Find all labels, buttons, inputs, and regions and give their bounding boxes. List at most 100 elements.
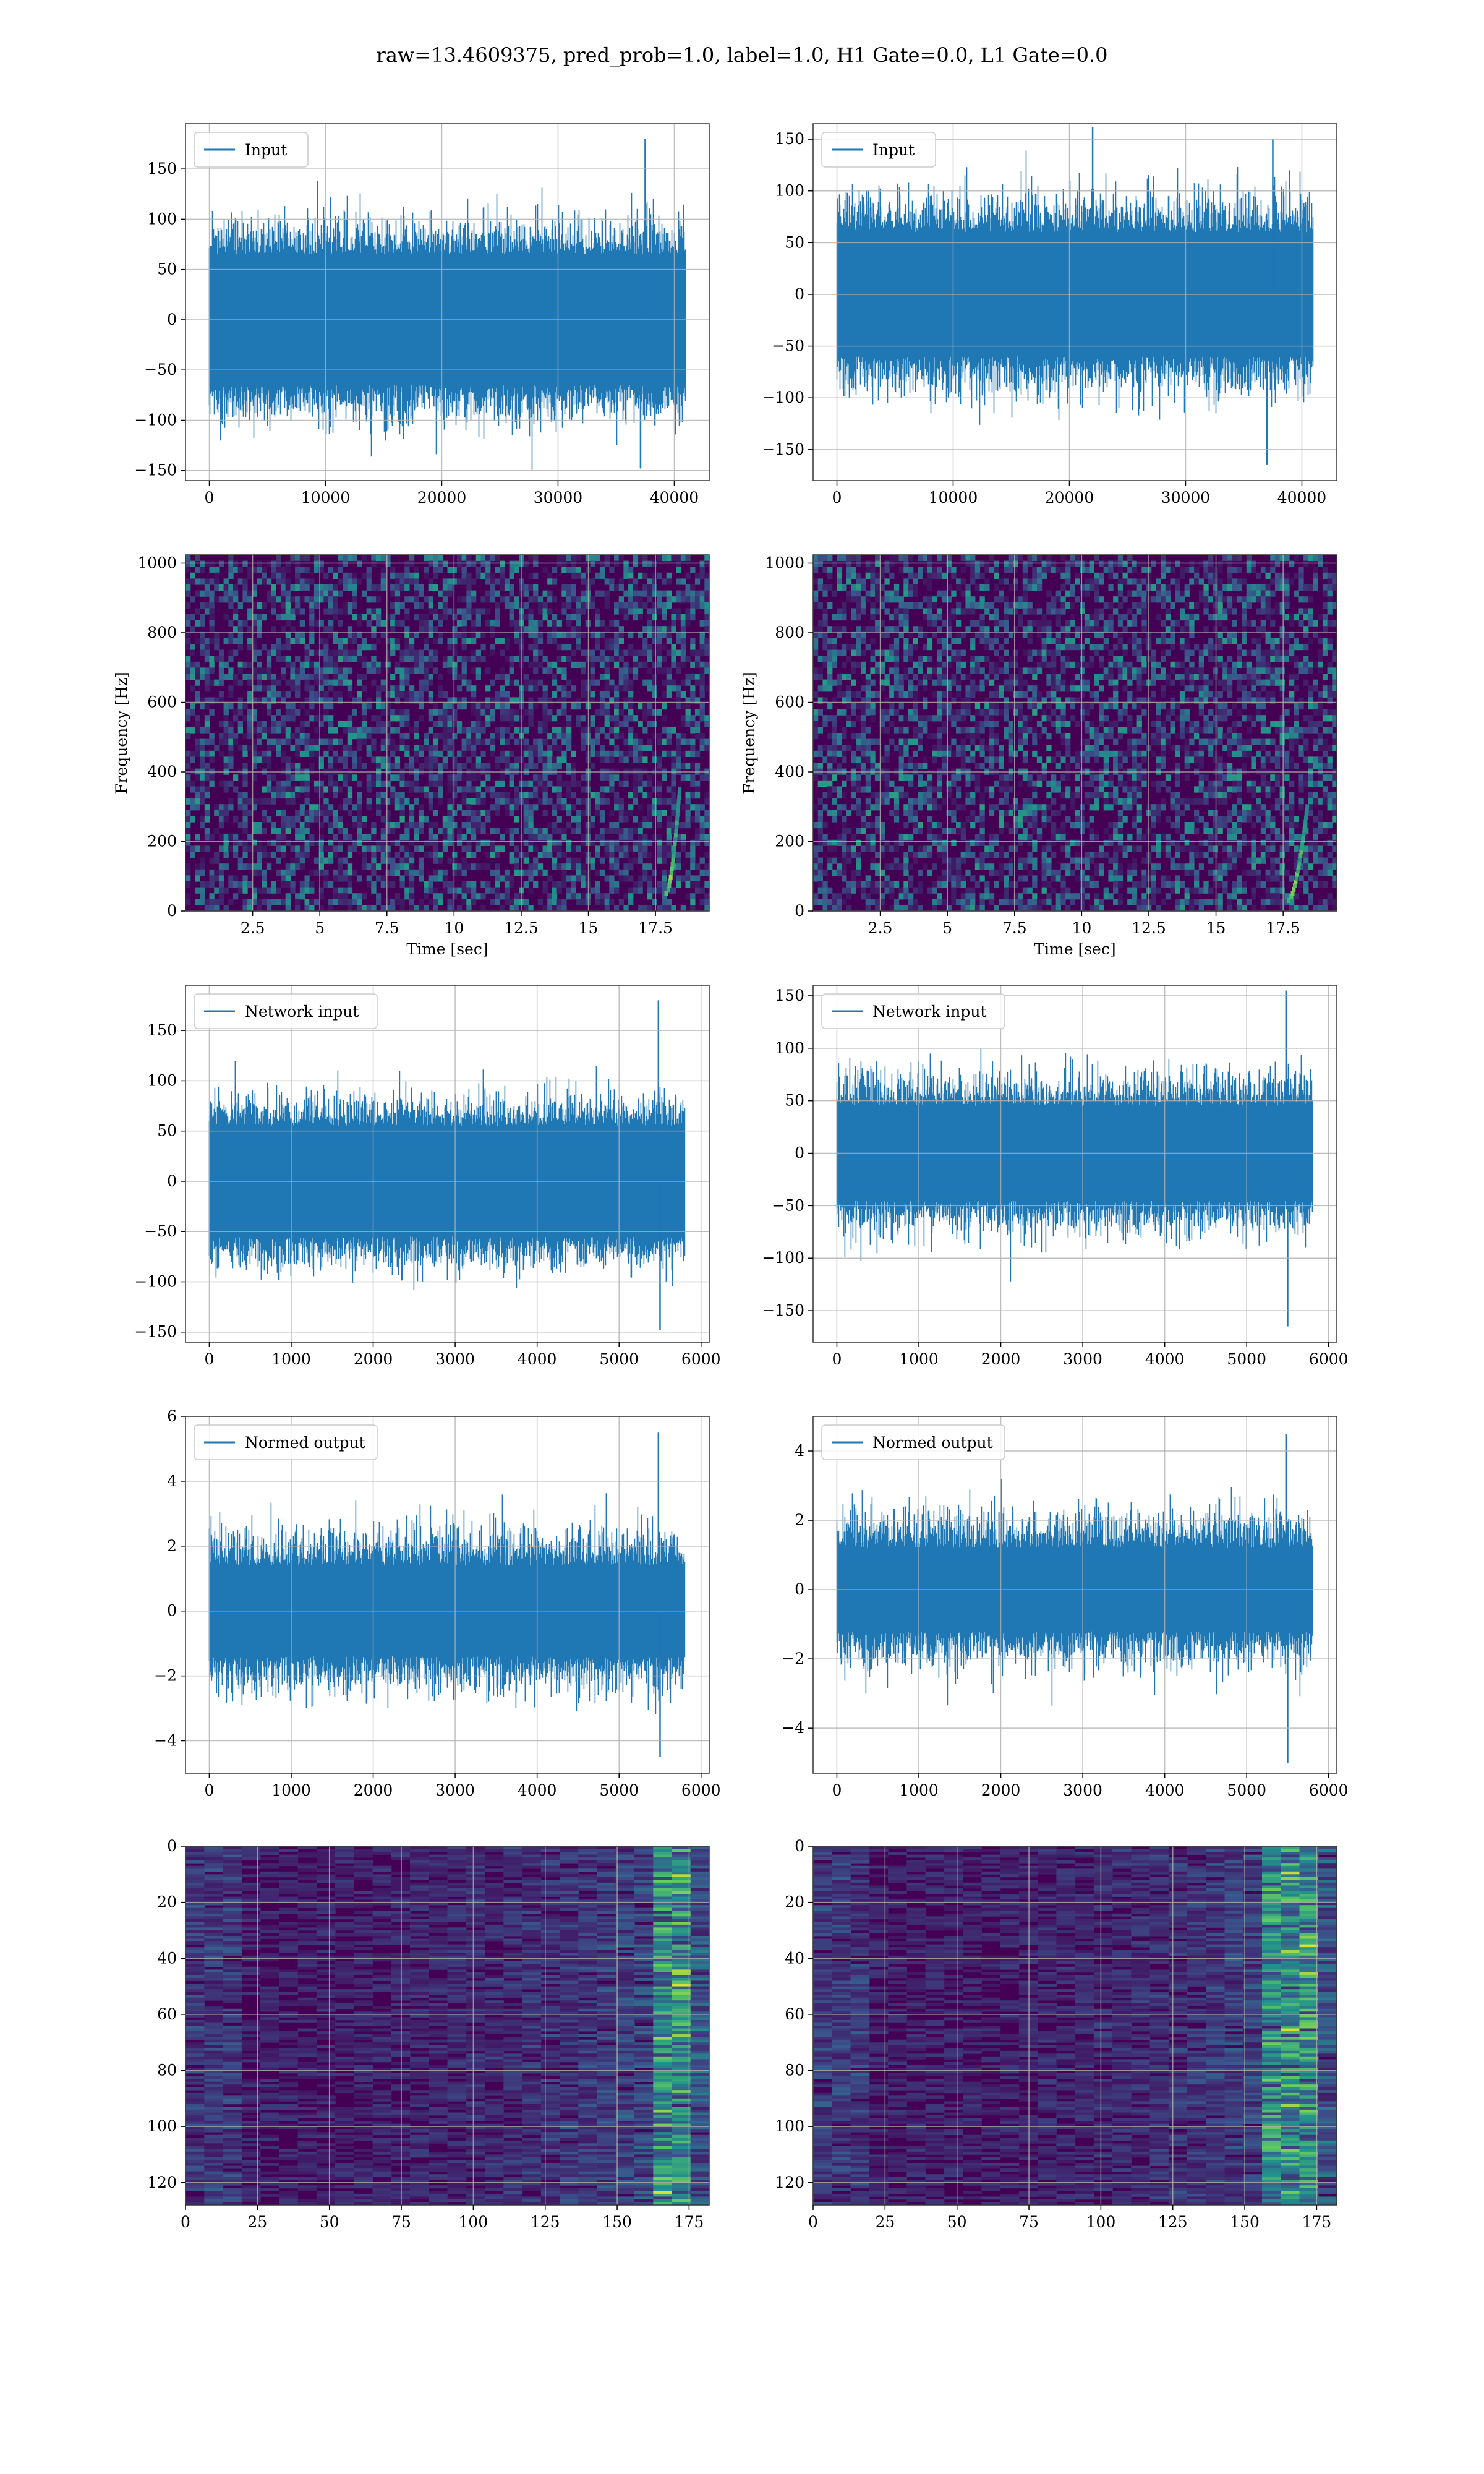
heatmap-cell <box>884 697 890 704</box>
heatmap-cell <box>941 839 947 846</box>
heatmap-cell <box>323 703 329 710</box>
heatmap-cell <box>495 727 500 734</box>
heatmap-cell <box>571 560 576 567</box>
heatmap-cell <box>299 887 305 894</box>
heatmap-cell <box>870 572 876 579</box>
heatmap-cell <box>380 738 386 745</box>
heatmap-cell <box>528 608 534 615</box>
heatmap-cell <box>204 834 210 841</box>
heatmap-cell <box>576 863 581 870</box>
heatmap-cell <box>309 834 315 841</box>
heatmap-cell <box>965 899 971 905</box>
heatmap-cell <box>328 631 334 638</box>
heatmap-cell <box>633 560 639 567</box>
heatmap-cell <box>214 631 220 638</box>
heatmap-cell <box>879 567 885 573</box>
heatmap-cell <box>642 715 648 722</box>
heatmap-cell <box>856 881 861 888</box>
heatmap-cell <box>385 656 391 662</box>
heatmap-cell <box>209 780 215 787</box>
heatmap-cell <box>666 828 672 834</box>
heatmap-cell <box>343 774 348 781</box>
heatmap-cell <box>456 631 463 638</box>
heatmap-cell <box>633 733 639 740</box>
heatmap-cell <box>452 810 458 816</box>
heatmap-cell <box>817 697 823 704</box>
heatmap-cell <box>879 893 885 900</box>
heatmap-cell <box>856 661 861 668</box>
heatmap-cell <box>965 674 971 680</box>
heatmap-cell <box>552 763 558 769</box>
heatmap-cell <box>609 881 615 888</box>
heatmap-cell <box>628 792 634 799</box>
heatmap-cell <box>533 679 539 686</box>
heatmap-cell <box>228 685 234 692</box>
heatmap-cell <box>571 590 576 597</box>
heatmap-cell <box>252 590 258 597</box>
heatmap-cell <box>542 780 548 787</box>
heatmap-cell <box>262 786 267 793</box>
heatmap-cell <box>318 887 324 894</box>
heatmap-cell <box>842 839 847 846</box>
heatmap-cell <box>979 852 985 858</box>
heatmap-cell <box>685 555 691 562</box>
heatmap-cell <box>485 703 491 710</box>
heatmap-cell <box>666 631 672 638</box>
heatmap-cell <box>438 893 443 900</box>
heatmap-cell <box>376 691 382 698</box>
heatmap-cell <box>571 596 576 603</box>
heatmap-cell <box>233 834 239 841</box>
heatmap-cell <box>979 828 985 834</box>
heatmap-cell <box>347 887 353 894</box>
heatmap-cell <box>671 555 676 562</box>
heatmap-cell <box>323 644 329 651</box>
heatmap-cell <box>609 620 615 627</box>
heatmap-cell <box>281 750 286 757</box>
heatmap-cell <box>500 774 505 781</box>
heatmap-cell <box>690 839 696 846</box>
heatmap-cell <box>242 774 248 781</box>
heatmap-cell <box>233 584 239 591</box>
heatmap-cell <box>456 804 463 811</box>
heatmap-cell <box>419 745 424 751</box>
heatmap-cell <box>343 763 348 769</box>
heatmap-cell <box>466 845 472 852</box>
heatmap-cell <box>965 887 971 894</box>
heatmap-cell <box>879 715 885 722</box>
heatmap-cell <box>590 674 595 680</box>
heatmap-cell <box>257 828 262 834</box>
x-tick-label: 15 <box>579 919 599 937</box>
heatmap-cell <box>509 567 514 573</box>
heatmap-cell <box>561 691 567 698</box>
heatmap-cell <box>884 649 890 656</box>
heatmap-cell <box>461 857 467 864</box>
heatmap-cell <box>662 626 667 633</box>
heatmap-cell <box>846 578 852 585</box>
heatmap-cell <box>898 863 904 870</box>
heatmap-cell <box>846 715 852 722</box>
heatmap-cell <box>566 887 572 894</box>
heatmap-cell <box>485 786 491 793</box>
heatmap-cell <box>979 839 985 846</box>
heatmap-cell <box>394 745 401 751</box>
heatmap-cell <box>960 881 966 888</box>
heatmap-cell <box>628 810 634 816</box>
heatmap-cell <box>247 638 253 644</box>
heatmap-cell <box>480 555 486 562</box>
heatmap-cell <box>466 608 472 615</box>
heatmap-cell <box>352 822 357 829</box>
heatmap-cell <box>974 584 981 591</box>
heatmap-cell <box>571 828 576 834</box>
heatmap-cell <box>509 596 514 603</box>
heatmap-cell <box>461 727 467 734</box>
heatmap-cell <box>628 845 634 852</box>
heatmap-cell <box>399 584 405 591</box>
heatmap-cell <box>965 845 971 852</box>
heatmap-cell <box>842 852 847 858</box>
x-tick-label: 20000 <box>1045 489 1094 507</box>
legend-box <box>821 132 936 168</box>
heatmap-cell <box>357 644 362 651</box>
heatmap-cell <box>247 697 253 704</box>
heatmap-cell <box>385 756 391 763</box>
heatmap-cell <box>442 875 448 882</box>
